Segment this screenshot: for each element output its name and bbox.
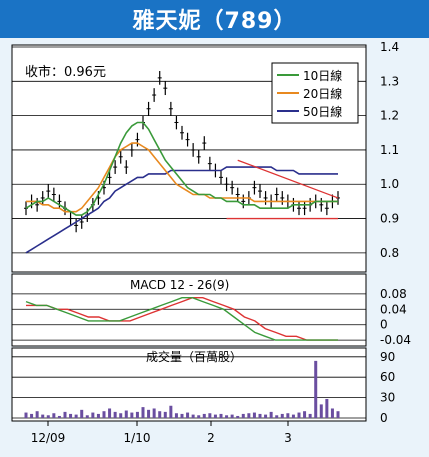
volume-bar bbox=[35, 411, 39, 418]
ma10-line bbox=[25, 121, 338, 216]
volume-bar bbox=[158, 411, 162, 418]
price-tick-label: 1.4 bbox=[380, 40, 399, 54]
volume-bar bbox=[174, 413, 178, 418]
volume-bar bbox=[113, 411, 117, 418]
legend-label: 20日線 bbox=[303, 86, 342, 101]
macd-tick-label: 0.04 bbox=[380, 302, 407, 316]
macd-tick-label: 0.08 bbox=[380, 287, 407, 301]
volume-bar bbox=[24, 412, 28, 418]
volume-bar bbox=[236, 415, 240, 418]
x-tick-label: 1/10 bbox=[124, 431, 151, 445]
volume-bar bbox=[108, 408, 112, 418]
x-tick-label: 2 bbox=[207, 431, 215, 445]
volume-bar bbox=[208, 413, 212, 418]
legend-label: 10日線 bbox=[303, 68, 342, 83]
macd-line bbox=[25, 297, 338, 341]
volume-bar bbox=[330, 408, 334, 418]
volume-bar bbox=[291, 414, 295, 418]
macd-label: MACD 12 - 26(9) bbox=[130, 278, 229, 292]
volume-bar bbox=[197, 415, 201, 418]
macd-tick-label: -0.04 bbox=[380, 333, 411, 347]
volume-bar bbox=[91, 412, 95, 418]
volume-bar bbox=[297, 412, 301, 418]
price-tick-label: 0.8 bbox=[380, 246, 399, 260]
volume-bar bbox=[303, 411, 307, 418]
volume-bar bbox=[219, 413, 223, 418]
volume-bar bbox=[135, 411, 139, 418]
volume-bar bbox=[241, 413, 245, 418]
volume-bar bbox=[141, 407, 145, 418]
volume-bar bbox=[264, 414, 268, 418]
volume-bar bbox=[247, 413, 251, 418]
volume-tick-label: 30 bbox=[380, 391, 395, 405]
volume-tick-label: 0 bbox=[380, 411, 388, 425]
volume-bar bbox=[308, 413, 312, 418]
volume-tick-label: 90 bbox=[380, 350, 395, 364]
volume-bar bbox=[41, 414, 45, 418]
volume-bar bbox=[69, 413, 73, 418]
volume-bar bbox=[336, 411, 340, 418]
volume-bar bbox=[186, 412, 190, 418]
volume-bar bbox=[258, 413, 262, 418]
volume-bar bbox=[286, 413, 290, 418]
volume-bar bbox=[57, 415, 61, 418]
volume-bar bbox=[280, 413, 284, 418]
volume-bar bbox=[85, 415, 89, 418]
price-tick-label: 0.9 bbox=[380, 212, 399, 226]
close-price-label: 收市：0.96元 bbox=[25, 64, 106, 80]
volume-bar bbox=[80, 409, 84, 418]
legend-label: 50日線 bbox=[303, 104, 342, 119]
resistance-trendline bbox=[237, 159, 339, 199]
volume-bar bbox=[213, 414, 217, 418]
volume-bar bbox=[147, 409, 151, 418]
macd-tick-label: 0 bbox=[380, 318, 388, 332]
volume-bar bbox=[74, 414, 78, 418]
volume-bar bbox=[314, 360, 318, 418]
volume-bar bbox=[269, 411, 273, 418]
price-tick-label: 1.3 bbox=[380, 74, 399, 88]
volume-bar bbox=[102, 411, 106, 418]
volume-bar bbox=[275, 415, 279, 418]
volume-bar bbox=[63, 411, 67, 418]
volume-bar bbox=[130, 412, 134, 418]
volume-bar bbox=[230, 414, 234, 418]
volume-bar bbox=[119, 413, 123, 418]
volume-bar bbox=[191, 414, 195, 418]
x-tick-label: 12/09 bbox=[31, 431, 66, 445]
price-tick-label: 1.1 bbox=[380, 143, 399, 157]
volume-bar bbox=[319, 404, 323, 418]
volume-bar bbox=[202, 413, 206, 418]
volume-bar bbox=[163, 411, 167, 418]
price-tick-label: 1.0 bbox=[380, 177, 399, 191]
volume-bar bbox=[152, 408, 156, 418]
volume-bar bbox=[325, 398, 329, 418]
price-tick-label: 1.2 bbox=[380, 109, 399, 123]
volume-bar bbox=[252, 412, 256, 418]
volume-bar bbox=[124, 410, 128, 418]
volume-bar bbox=[96, 413, 100, 418]
volume-label: 成交量（百萬股） bbox=[146, 349, 242, 364]
volume-bar bbox=[169, 405, 173, 418]
volume-bar bbox=[225, 415, 229, 418]
volume-bar bbox=[52, 413, 56, 418]
ma50-line bbox=[25, 166, 338, 254]
chart-title: 雅天妮（789） bbox=[0, 0, 429, 38]
volume-bar bbox=[30, 413, 34, 418]
volume-bar bbox=[180, 413, 184, 418]
volume-bar bbox=[46, 415, 50, 418]
volume-panel bbox=[11, 347, 367, 422]
ma20-line bbox=[26, 142, 338, 213]
macd-signal-line bbox=[26, 297, 338, 341]
x-tick-label: 3 bbox=[284, 431, 292, 445]
volume-tick-label: 60 bbox=[380, 370, 395, 384]
